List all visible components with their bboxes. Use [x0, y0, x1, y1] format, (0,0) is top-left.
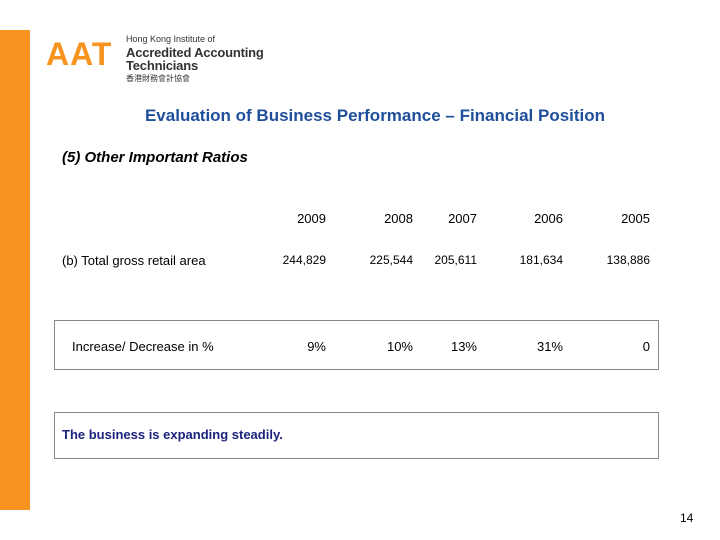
- table-cell: 0: [642, 339, 650, 354]
- table-cell: 205,611: [434, 253, 478, 267]
- year-header: 2009: [297, 211, 326, 226]
- logo-mark: AAT: [46, 36, 113, 72]
- table-cell: 244,829: [282, 253, 326, 267]
- table-cell: 9%: [307, 339, 326, 354]
- table-cell: 31%: [536, 339, 563, 354]
- table-cell: 225,544: [369, 253, 413, 267]
- year-header: 2005: [621, 211, 650, 226]
- page-number: 14: [680, 511, 694, 525]
- table-cell: 138,886: [606, 253, 650, 267]
- row-label-retail-area: (b) Total gross retail area: [62, 253, 206, 268]
- increase-row-box: [54, 320, 659, 370]
- logo-line2: Accredited Accounting Technicians: [126, 45, 264, 73]
- aat-logo: AAT Hong Kong Institute of Accredited Ac…: [46, 33, 336, 83]
- slide-title: Evaluation of Business Performance – Fin…: [144, 106, 606, 125]
- conclusion-text: The business is expanding steadily.: [62, 427, 283, 442]
- logo-text: Hong Kong Institute of Accredited Accoun…: [126, 35, 336, 83]
- logo-line3: 香港財務會計協會: [126, 74, 190, 83]
- side-accent-bar: [0, 30, 30, 510]
- year-header: 2008: [384, 211, 413, 226]
- row-label-increase: Increase/ Decrease in %: [72, 339, 214, 354]
- section-subtitle: (5) Other Important Ratios: [62, 149, 248, 166]
- year-header: 2006: [534, 211, 563, 226]
- table-cell: 10%: [386, 339, 413, 354]
- logo-line1: Hong Kong Institute of: [126, 34, 216, 44]
- table-cell: 181,634: [519, 253, 563, 267]
- conclusion-box: [54, 412, 659, 459]
- year-header: 2007: [448, 211, 477, 226]
- table-cell: 13%: [450, 339, 477, 354]
